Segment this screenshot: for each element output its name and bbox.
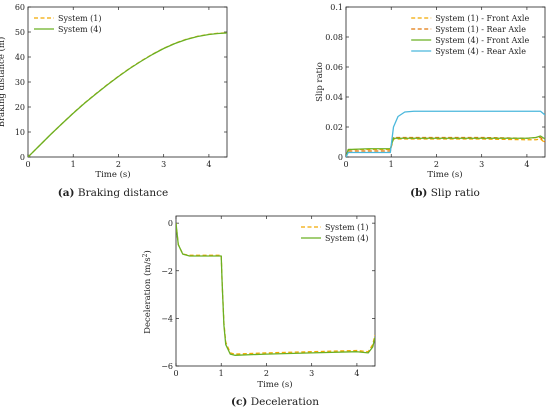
x-axis-label: Time (s) (257, 379, 292, 390)
x-tick-label: 3 (309, 369, 314, 378)
x-tick-label: 2 (116, 160, 121, 169)
series-group (176, 223, 375, 356)
plot-frame (175, 215, 376, 367)
plot-frame (345, 6, 546, 158)
x-tick-label: 4 (524, 160, 529, 169)
x-tick-label: 1 (71, 160, 76, 169)
chart-b: 0 1 2 3 4 0 0.02 0.04 0.06 0.08 0.1 Time (s) Slip ra… (315, 3, 546, 199)
series-line-1 (346, 138, 545, 157)
series-line-3 (346, 135, 545, 157)
legend: System (1) - Front Axle System (1) - Rear… (411, 14, 529, 56)
caption-tag: (b) (410, 187, 427, 199)
y-axis-label-close: ) (142, 250, 153, 253)
y-axis-label-sup: 2 (142, 253, 149, 257)
y-tick-label: −4 (161, 314, 173, 323)
legend: System (1) System (4) (301, 223, 369, 243)
y-tick-label: 30 (15, 78, 25, 87)
y-tick-label: −6 (161, 362, 173, 371)
series-line-4 (346, 110, 545, 157)
y-tick-label: 40 (15, 53, 25, 62)
y-axis-label-text: Deceleration (m/s (142, 257, 153, 334)
y-tick-label: 10 (15, 128, 25, 137)
x-tick-label: 3 (161, 160, 166, 169)
x-tick-label: 2 (434, 160, 439, 169)
y-tick-label: 50 (15, 28, 25, 37)
y-tick-label: 0.02 (325, 123, 343, 132)
y-axis-label: Slip ratio (315, 62, 325, 102)
legend-label-4: System (4) - Rear Axle (435, 47, 526, 56)
x-tick-label: 0 (25, 160, 30, 169)
legend-label-2: System (4) (58, 25, 102, 34)
legend-label-1: System (1) (325, 223, 369, 232)
y-tick-label: 60 (15, 3, 25, 12)
caption-text: Braking distance (78, 187, 168, 199)
series-line-2 (176, 223, 375, 356)
legend-label-1: System (1) - Front Axle (435, 14, 529, 23)
series-group (346, 110, 545, 157)
x-tick-label: 4 (206, 160, 211, 169)
y-tick-label: 0.08 (325, 33, 343, 42)
caption: (b) Slip ratio (410, 187, 480, 199)
legend: System (1) System (4) (34, 14, 102, 34)
x-axis-label: Time (s) (95, 169, 130, 180)
y-axis-label-text: Braking distance (m) (0, 37, 7, 128)
legend-label-2: System (1) - Rear Axle (435, 25, 526, 34)
series-line-1 (28, 32, 227, 157)
y-tick-label: 0.1 (330, 3, 343, 12)
y-axis-label: Braking distance (m) (0, 37, 7, 128)
x-tick-label: 0 (173, 369, 178, 378)
x-tick-label: 1 (389, 160, 394, 169)
y-tick-label: 0 (20, 153, 25, 162)
y-tick-label: 0.06 (325, 63, 343, 72)
caption: (a) Braking distance (58, 187, 168, 199)
series-group (28, 32, 227, 157)
x-tick-label: 4 (354, 369, 359, 378)
legend-label-2: System (4) (325, 234, 369, 243)
y-tick-label: 20 (15, 103, 25, 112)
series-line-2 (28, 32, 227, 157)
y-axis-label-text: Slip ratio (315, 62, 325, 102)
y-axis-label: Deceleration (m/s2) (142, 250, 153, 334)
caption-tag: (c) (231, 396, 247, 408)
legend-label-3: System (4) - Front Axle (435, 36, 529, 45)
x-tick-label: 1 (219, 369, 224, 378)
x-tick-label: 0 (343, 160, 348, 169)
y-tick-label: −2 (161, 267, 173, 276)
legend-label-1: System (1) (58, 14, 102, 23)
caption-text: Deceleration (251, 396, 319, 408)
y-tick-label: 0 (338, 153, 343, 162)
y-tick-label: 0.04 (325, 93, 343, 102)
caption-tag: (a) (58, 187, 75, 199)
caption-text: Slip ratio (431, 187, 480, 199)
y-tick-label: 0 (168, 219, 173, 228)
caption: (c) Deceleration (231, 396, 319, 408)
x-tick-label: 3 (479, 160, 484, 169)
x-axis-label: Time (s) (427, 169, 462, 180)
series-line-2 (346, 136, 545, 157)
x-tick-label: 2 (264, 369, 269, 378)
